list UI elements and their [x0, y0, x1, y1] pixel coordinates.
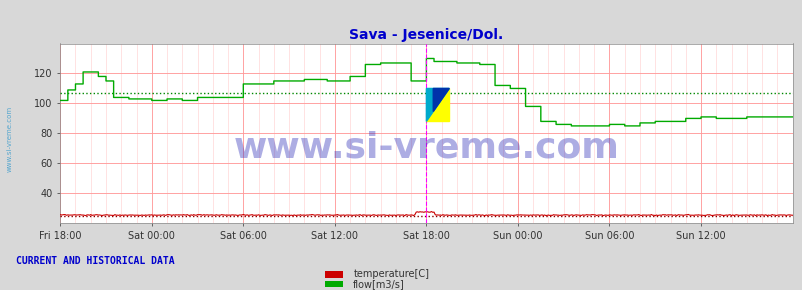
Text: flow[m3/s]: flow[m3/s]: [353, 279, 404, 289]
Polygon shape: [426, 88, 449, 122]
Text: temperature[C]: temperature[C]: [353, 269, 429, 279]
Polygon shape: [433, 88, 449, 112]
Text: www.si-vreme.com: www.si-vreme.com: [6, 106, 13, 172]
Title: Sava - Jesenice/Dol.: Sava - Jesenice/Dol.: [349, 28, 503, 42]
Polygon shape: [426, 88, 449, 122]
Text: www.si-vreme.com: www.si-vreme.com: [233, 131, 618, 165]
Text: CURRENT AND HISTORICAL DATA: CURRENT AND HISTORICAL DATA: [16, 256, 175, 266]
